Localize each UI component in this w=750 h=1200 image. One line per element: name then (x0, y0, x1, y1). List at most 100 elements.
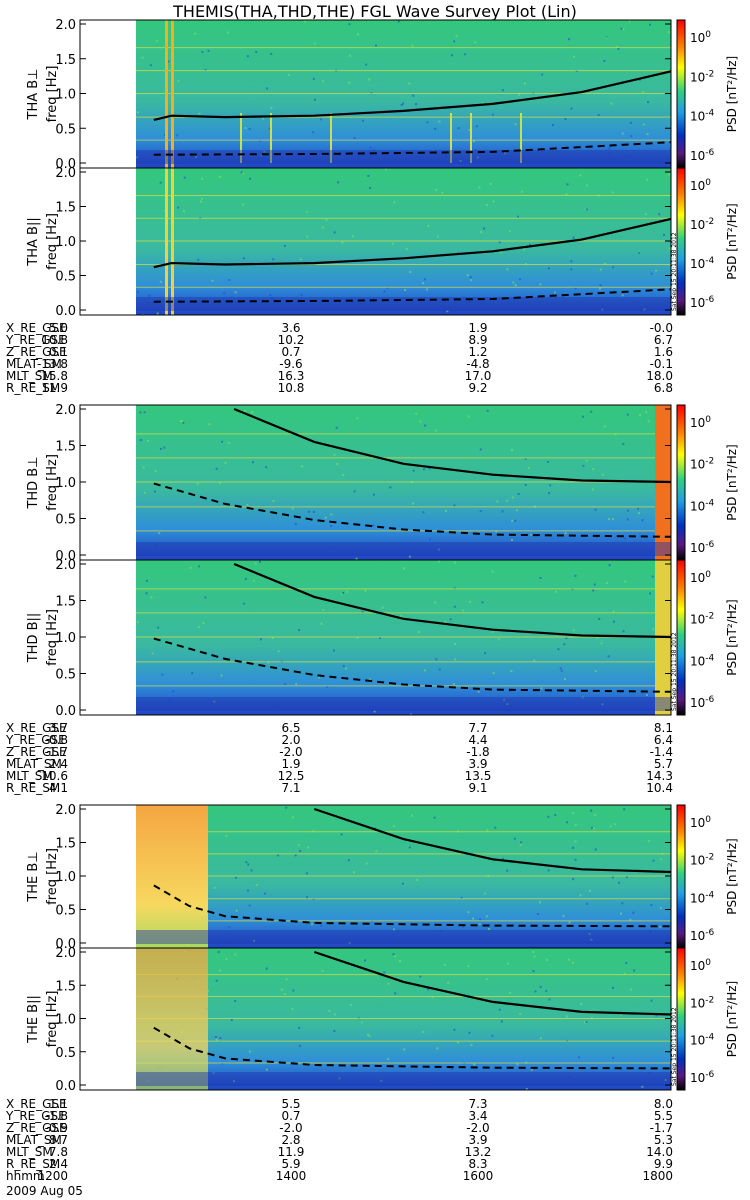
spectrogram-texture (375, 44, 377, 47)
spectrogram-panel: 0.0 0.5 1.0 1.5 2.0 THA B⊥ freq [Hz] (26, 18, 672, 172)
spectrogram-texture (623, 972, 626, 975)
spectrogram-texture (572, 961, 574, 964)
spectrogram-texture (594, 848, 597, 851)
spectrogram-texture (603, 425, 606, 428)
spectrogram-texture (570, 107, 573, 110)
colorbar-tick-label: 100 (690, 415, 711, 430)
spectrogram-texture (573, 55, 575, 58)
spectrogram-texture (298, 1044, 301, 1047)
burst-stripe (240, 113, 242, 163)
spectrogram-texture (571, 812, 574, 815)
spectrogram-texture (201, 51, 204, 54)
spectrogram-texture (379, 636, 381, 639)
spectrogram-texture (335, 545, 337, 548)
spectrogram-texture (230, 1019, 233, 1021)
spectrogram-texture (608, 147, 611, 150)
spectrogram-texture (491, 630, 494, 633)
colorbar-label: PSD [nT²/Hz] (725, 838, 739, 914)
spectrogram-texture (217, 157, 220, 159)
spectrogram-texture (572, 846, 575, 849)
spectrogram-texture (404, 289, 406, 291)
spectrogram-texture (297, 844, 300, 847)
spectrogram-texture (514, 123, 517, 126)
spectrogram-texture (408, 82, 411, 85)
spectrogram-texture (539, 901, 541, 904)
orbit-row-value: 0.1 (49, 345, 68, 359)
spectrogram-texture (477, 690, 480, 693)
orbit-row-value: 8.7 (49, 1133, 68, 1147)
y-tick-label: 0.5 (55, 122, 76, 137)
spectrogram-texture (298, 629, 301, 631)
spectrogram-texture (143, 553, 146, 556)
spectrogram-texture (655, 1014, 658, 1017)
spectrogram-texture (534, 990, 537, 993)
spectrogram-texture (568, 921, 571, 924)
orbit-row-name: X_RE_GSE (6, 321, 67, 335)
orbit-row-value: 1.9 (281, 757, 300, 771)
orbit-row-value: 9.1 (468, 781, 487, 795)
orbit-row-name: Y_RE_GSE (5, 333, 66, 347)
spectrogram-texture (154, 470, 157, 473)
spectrogram-texture (402, 102, 405, 105)
spectrogram-texture (562, 915, 565, 917)
spectrogram-texture (255, 884, 258, 887)
spectrogram-texture (193, 32, 196, 35)
spectrogram-texture (489, 183, 492, 185)
spectrogram-texture (532, 951, 535, 953)
spectrogram-texture (554, 813, 557, 816)
orbit-row-value: 16.3 (278, 369, 305, 383)
spectrogram-texture (321, 970, 324, 972)
fce-line (233, 407, 672, 484)
spectrogram-texture (479, 448, 482, 451)
colorbar-tick-label: 100 (690, 178, 711, 193)
spectrogram-texture (478, 186, 481, 189)
spectrogram-texture (625, 962, 628, 965)
orbit-row-value: -2.0 (279, 745, 302, 759)
spectrogram-texture (588, 932, 591, 935)
spectrogram-texture (659, 906, 662, 909)
orbit-row-value: -2.0 (279, 1121, 302, 1135)
spectrogram-texture (524, 483, 527, 486)
spectrogram-texture (592, 468, 595, 471)
orbit-row-value: 1.1 (49, 1097, 68, 1111)
spectrogram-texture (427, 224, 430, 227)
spectrogram-texture (287, 73, 290, 76)
spectrogram-texture (591, 826, 593, 829)
spectrogram-texture (255, 50, 258, 53)
spectrogram-texture (211, 279, 214, 282)
spectrogram-texture (330, 513, 333, 516)
spectrogram-texture (356, 417, 359, 420)
spectrogram-texture (400, 615, 403, 617)
orbit-row-value: 9.2 (468, 381, 487, 395)
spectrogram-texture (271, 637, 274, 639)
colorbar-label: PSD [nT²/Hz] (725, 203, 739, 279)
spectrogram-texture (285, 806, 288, 809)
panel-label: THD B⊥ (26, 456, 41, 509)
spectrogram-texture (336, 462, 339, 465)
spectrogram-texture (492, 672, 495, 675)
orbit-row-value: -1.8 (45, 1109, 68, 1123)
orbit-row-value: 2.8 (281, 1133, 300, 1147)
spectrogram-texture (302, 165, 305, 168)
spectrogram-texture (590, 410, 593, 413)
burst-stripe (330, 113, 332, 163)
spectrogram-texture (247, 863, 250, 866)
spectrogram-texture (267, 661, 270, 664)
spectrogram-texture (244, 410, 246, 412)
spectrogram-texture (265, 1068, 268, 1071)
y-tick-label: 1.5 (55, 440, 76, 455)
spectrogram-texture (626, 518, 629, 521)
spectrogram-texture (621, 294, 624, 297)
spectrogram-texture (313, 42, 316, 45)
spectrogram-texture (594, 508, 597, 511)
colorbar-tick-label: 10-6 (690, 928, 715, 943)
spectrogram-texture (548, 492, 550, 495)
spectrogram-texture (319, 553, 322, 556)
y-tick-label: 1.5 (55, 837, 76, 852)
spectrogram-texture (597, 114, 600, 116)
spectrogram-texture (467, 415, 470, 418)
spectrogram-texture (332, 649, 335, 652)
spectrogram-texture (191, 672, 194, 675)
spectrogram-texture (468, 1031, 471, 1034)
spectrogram-texture (306, 235, 309, 238)
